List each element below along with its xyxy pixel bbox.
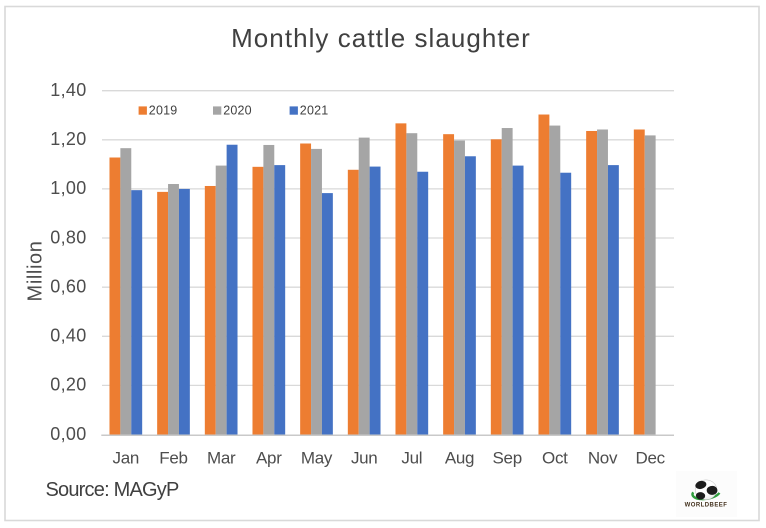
svg-text:Monthly cattle slaughter: Monthly cattle slaughter (231, 23, 531, 53)
svg-text:1,00: 1,00 (50, 178, 86, 198)
svg-text:Million: Million (25, 241, 47, 302)
svg-text:Dec: Dec (636, 449, 666, 468)
svg-text:1,40: 1,40 (50, 80, 86, 100)
svg-text:WORLDBEEF: WORLDBEEF (685, 503, 728, 509)
svg-text:Oct: Oct (542, 449, 568, 468)
svg-text:0,60: 0,60 (50, 277, 86, 297)
svg-text:0,00: 0,00 (50, 424, 86, 444)
svg-text:Jun: Jun (351, 449, 378, 468)
svg-text:0,80: 0,80 (50, 227, 86, 247)
svg-text:Source: MAGyP: Source: MAGyP (46, 479, 179, 501)
svg-text:0,40: 0,40 (50, 326, 86, 346)
svg-text:Aug: Aug (445, 449, 474, 468)
svg-text:Jan: Jan (113, 449, 140, 468)
svg-text:0,20: 0,20 (50, 375, 86, 395)
svg-text:2019: 2019 (149, 104, 178, 118)
svg-text:Jul: Jul (401, 449, 422, 468)
svg-text:1,20: 1,20 (50, 129, 86, 149)
svg-text:Feb: Feb (159, 449, 187, 468)
svg-text:May: May (301, 449, 333, 468)
svg-text:2020: 2020 (223, 104, 252, 118)
svg-text:2021: 2021 (300, 104, 329, 118)
svg-text:Sep: Sep (493, 449, 522, 468)
svg-text:Mar: Mar (207, 449, 236, 468)
svg-text:Apr: Apr (256, 449, 282, 468)
svg-text:Nov: Nov (588, 449, 618, 468)
